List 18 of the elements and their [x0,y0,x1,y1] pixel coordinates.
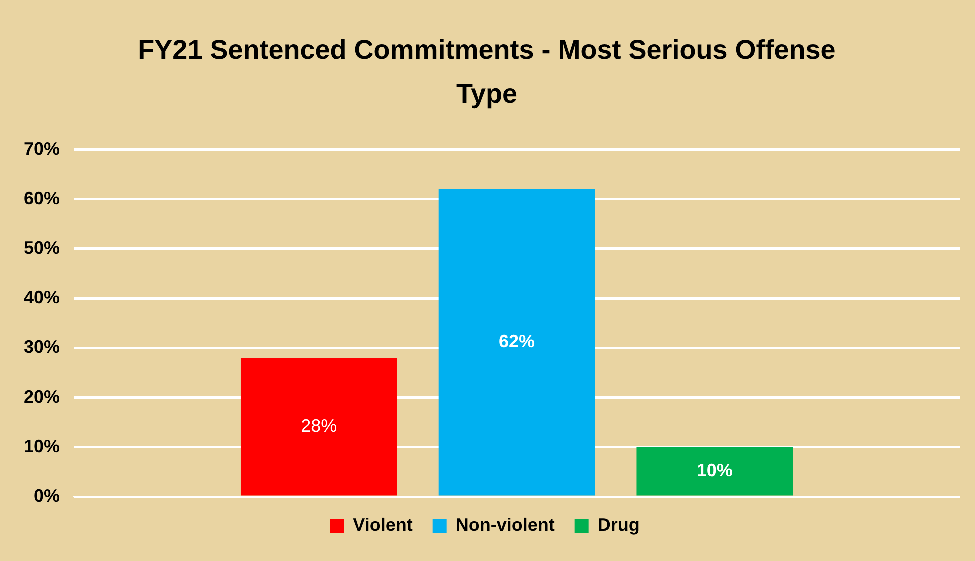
bar [636,447,794,496]
y-tick-label: 70% [24,138,60,159]
y-tick-label: 20% [24,386,60,407]
y-tick-label: 60% [24,188,60,208]
data-label: 10% [696,460,733,481]
bar [240,358,398,496]
data-label: 28% [301,416,338,436]
y-tick-label: 10% [24,436,60,456]
legend-label: Non-violent [456,514,555,535]
chart-title: FY21 Sentenced Commitments - Most Serious Offense Type [137,34,837,111]
legend-label: Violent [353,514,413,535]
y-tick-label: 40% [24,288,60,308]
data-label: 62% [499,332,536,352]
bar [438,189,596,496]
y-tick-label: 0% [34,486,60,506]
y-tick-label: 30% [24,337,60,358]
legend-label: Drug [598,514,640,535]
y-tick-label: 50% [24,238,60,258]
